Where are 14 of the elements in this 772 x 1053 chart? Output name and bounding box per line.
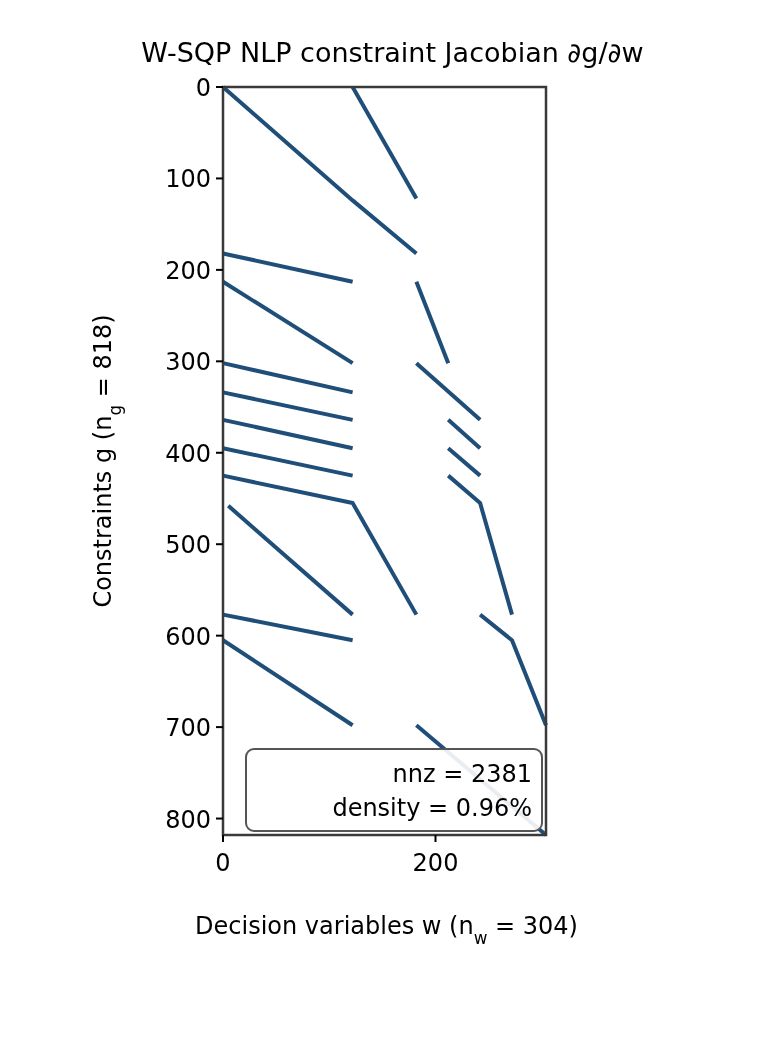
annotation: nnz = 2381 [392,760,532,788]
annotation: density = 0.96% [332,794,532,822]
y-tick-label: 0 [195,74,211,102]
y-tick-label: 500 [165,531,211,560]
y-tick-label: 800 [165,805,211,834]
y-tick-label: 300 [165,348,211,377]
y-tick-label: 200 [165,256,211,285]
text-box: nnz = 2381 density = 0.96% [245,748,543,832]
y-tick-label: 100 [165,165,211,194]
y-tick-label: 600 [165,622,211,651]
y-tick-label: 400 [165,439,211,468]
y-tick-label: 700 [165,714,211,743]
chart-title: W-SQP NLP constraint Jacobian ∂g/∂w [141,37,644,68]
x-axis-title: Decision variables w (n$_{w}$ = 304) [195,912,578,948]
